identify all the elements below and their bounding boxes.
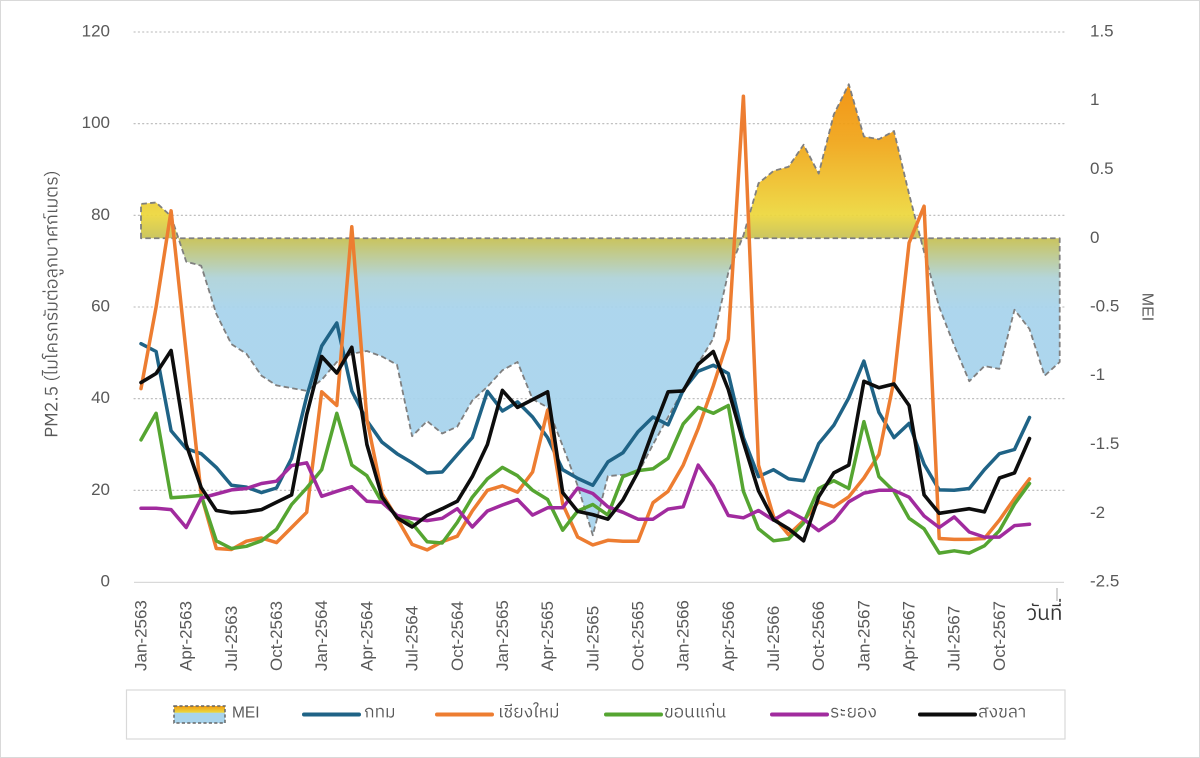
svg-text:Jul-2563: Jul-2563 [222, 606, 241, 671]
svg-text:Jan-2566: Jan-2566 [674, 600, 693, 671]
svg-text:Apr-2567: Apr-2567 [900, 601, 919, 671]
svg-text:60: 60 [91, 297, 110, 316]
svg-text:-2: -2 [1090, 503, 1105, 522]
svg-text:1.5: 1.5 [1090, 22, 1114, 41]
svg-text:Jan-2563: Jan-2563 [132, 600, 151, 671]
svg-text:Jan-2565: Jan-2565 [493, 600, 512, 671]
svg-text:Jan-2567: Jan-2567 [854, 600, 873, 671]
svg-text:Oct-2567: Oct-2567 [990, 601, 1009, 671]
svg-text:-0.5: -0.5 [1090, 297, 1119, 316]
svg-text:Oct-2565: Oct-2565 [629, 601, 648, 671]
svg-text:0: 0 [1090, 228, 1099, 247]
svg-text:Jan-2564: Jan-2564 [312, 600, 331, 671]
svg-text:Apr-2566: Apr-2566 [719, 601, 738, 671]
svg-text:Oct-2564: Oct-2564 [448, 601, 467, 671]
svg-text:20: 20 [91, 480, 110, 499]
svg-text:Jul-2566: Jul-2566 [764, 606, 783, 671]
svg-text:0.5: 0.5 [1090, 159, 1114, 178]
svg-text:40: 40 [91, 388, 110, 407]
svg-text:-1.5: -1.5 [1090, 434, 1119, 453]
svg-text:1: 1 [1090, 90, 1099, 109]
svg-text:Apr-2565: Apr-2565 [538, 601, 557, 671]
svg-text:Jul-2565: Jul-2565 [583, 606, 602, 671]
svg-text:0: 0 [101, 572, 110, 591]
svg-text:120: 120 [82, 22, 110, 41]
svg-text:-2.5: -2.5 [1090, 572, 1119, 591]
svg-text:80: 80 [91, 205, 110, 224]
svg-text:-1: -1 [1090, 365, 1105, 384]
svg-text:Oct-2566: Oct-2566 [809, 601, 828, 671]
svg-text:Apr-2564: Apr-2564 [357, 601, 376, 671]
svg-text:100: 100 [82, 113, 110, 132]
svg-text:Apr-2563: Apr-2563 [177, 601, 196, 671]
svg-text:MEI: MEI [1139, 293, 1156, 321]
svg-text:Jul-2564: Jul-2564 [403, 606, 422, 671]
svg-text:Oct-2563: Oct-2563 [267, 601, 286, 671]
svg-text:MEI: MEI [232, 705, 260, 722]
svg-text:Jul-2567: Jul-2567 [945, 606, 964, 671]
